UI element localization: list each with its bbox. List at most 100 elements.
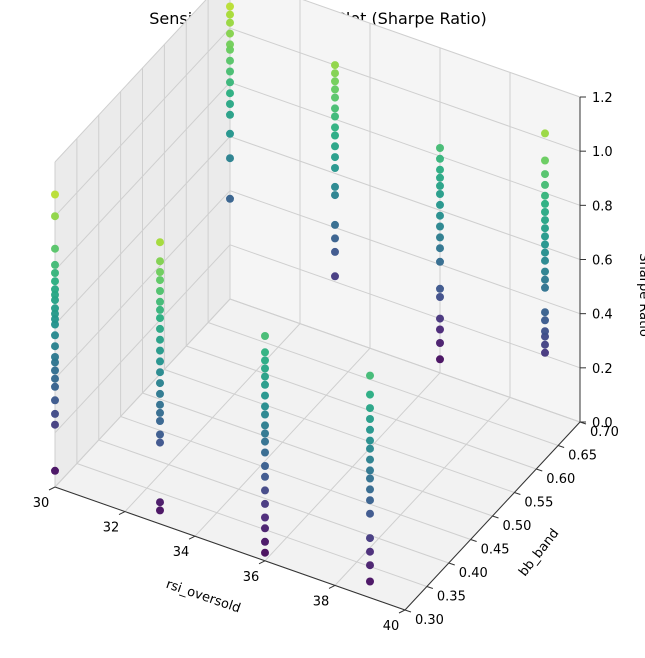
data-point bbox=[156, 314, 164, 323]
data-points bbox=[51, 2, 549, 586]
x-tick-mark bbox=[48, 486, 56, 491]
data-point bbox=[156, 506, 164, 515]
z-gridline-left bbox=[54, 190, 231, 380]
data-point bbox=[51, 353, 59, 361]
data-point bbox=[261, 548, 269, 557]
data-point bbox=[331, 220, 339, 229]
x-tick-label: 40 bbox=[383, 619, 400, 634]
z-tick-label: 0.2 bbox=[592, 362, 613, 377]
data-point bbox=[51, 244, 59, 253]
data-point bbox=[51, 277, 59, 286]
data-point bbox=[541, 170, 549, 179]
data-point bbox=[436, 233, 444, 242]
y-gridline-floor bbox=[164, 369, 515, 493]
data-point bbox=[436, 244, 444, 253]
z-gridline-back bbox=[229, 136, 581, 260]
data-point bbox=[261, 462, 269, 470]
data-point bbox=[366, 425, 374, 434]
y-tick-mark bbox=[426, 586, 434, 589]
x-tick-mark bbox=[328, 584, 336, 589]
z-gridline-left bbox=[54, 244, 231, 434]
data-point bbox=[331, 61, 339, 70]
data-point bbox=[436, 190, 444, 198]
data-point bbox=[261, 410, 269, 419]
data-point bbox=[261, 372, 269, 381]
y-gridline-floor bbox=[207, 322, 559, 446]
data-point bbox=[156, 438, 164, 447]
z-gridline-back bbox=[229, 27, 581, 152]
data-point bbox=[261, 448, 269, 457]
x-tick-label: 32 bbox=[103, 521, 120, 536]
data-point bbox=[156, 346, 164, 355]
y-tick-label: 0.45 bbox=[481, 543, 510, 558]
data-point bbox=[156, 379, 164, 388]
data-point bbox=[331, 191, 339, 200]
data-point bbox=[541, 191, 549, 200]
data-point bbox=[436, 355, 444, 364]
z-tick-label: 1.2 bbox=[592, 91, 613, 106]
data-point bbox=[51, 374, 59, 383]
data-point bbox=[331, 77, 339, 86]
data-point bbox=[51, 342, 59, 351]
data-point bbox=[226, 129, 234, 138]
data-point bbox=[51, 396, 59, 405]
z-gridline-left bbox=[54, 81, 231, 271]
data-point bbox=[366, 496, 374, 505]
data-point bbox=[541, 348, 549, 357]
data-point bbox=[156, 498, 164, 507]
data-point bbox=[331, 104, 339, 113]
data-point bbox=[436, 222, 444, 231]
y-tick-label: 0.50 bbox=[503, 519, 532, 534]
data-point bbox=[436, 284, 444, 293]
data-point bbox=[366, 371, 374, 380]
data-point bbox=[366, 485, 374, 494]
axis-panes bbox=[55, 0, 580, 610]
data-point bbox=[51, 269, 59, 277]
data-point bbox=[541, 248, 549, 257]
z-tick-label: 0.8 bbox=[592, 199, 613, 214]
data-point bbox=[436, 293, 444, 301]
x-tick-mark bbox=[118, 511, 126, 516]
data-point bbox=[541, 156, 549, 165]
data-point bbox=[226, 110, 234, 119]
x-tick-label: 38 bbox=[313, 594, 330, 609]
data-point bbox=[226, 89, 234, 98]
x-axis-label: rsi_oversold bbox=[164, 577, 242, 617]
data-point bbox=[51, 260, 59, 269]
data-point bbox=[261, 332, 269, 340]
z-gridline-back bbox=[229, 298, 581, 423]
y-tick-label: 0.35 bbox=[437, 590, 466, 605]
data-point bbox=[331, 182, 339, 191]
data-point bbox=[331, 131, 339, 140]
data-point bbox=[366, 474, 374, 483]
data-point bbox=[226, 18, 234, 27]
y-tick-mark bbox=[536, 468, 543, 472]
data-point bbox=[226, 2, 234, 11]
data-point bbox=[366, 534, 374, 543]
y-tick-mark bbox=[448, 562, 455, 566]
data-point bbox=[156, 268, 164, 276]
data-point bbox=[541, 283, 549, 292]
data-point bbox=[51, 366, 59, 375]
data-point bbox=[261, 348, 269, 357]
data-point bbox=[226, 78, 234, 87]
z-tick-label: 0.0 bbox=[592, 416, 613, 431]
data-point bbox=[436, 314, 444, 323]
y-tick-label: 0.30 bbox=[415, 613, 444, 628]
data-point bbox=[366, 561, 374, 570]
data-point bbox=[366, 547, 374, 556]
data-point bbox=[436, 257, 444, 266]
data-point bbox=[226, 194, 234, 203]
y-tick-label: 0.55 bbox=[524, 496, 553, 511]
z-gridline-left bbox=[54, 298, 231, 488]
data-point bbox=[226, 154, 234, 163]
x-tick-label: 30 bbox=[33, 496, 50, 511]
y-tick-label: 0.70 bbox=[590, 425, 619, 440]
data-point bbox=[541, 308, 549, 317]
z-axis-label: Sharpe Ratio bbox=[636, 253, 645, 337]
y-gridline-floor bbox=[142, 392, 493, 517]
data-point bbox=[261, 391, 269, 400]
data-point bbox=[51, 190, 59, 199]
grid-lines bbox=[48, 0, 587, 614]
